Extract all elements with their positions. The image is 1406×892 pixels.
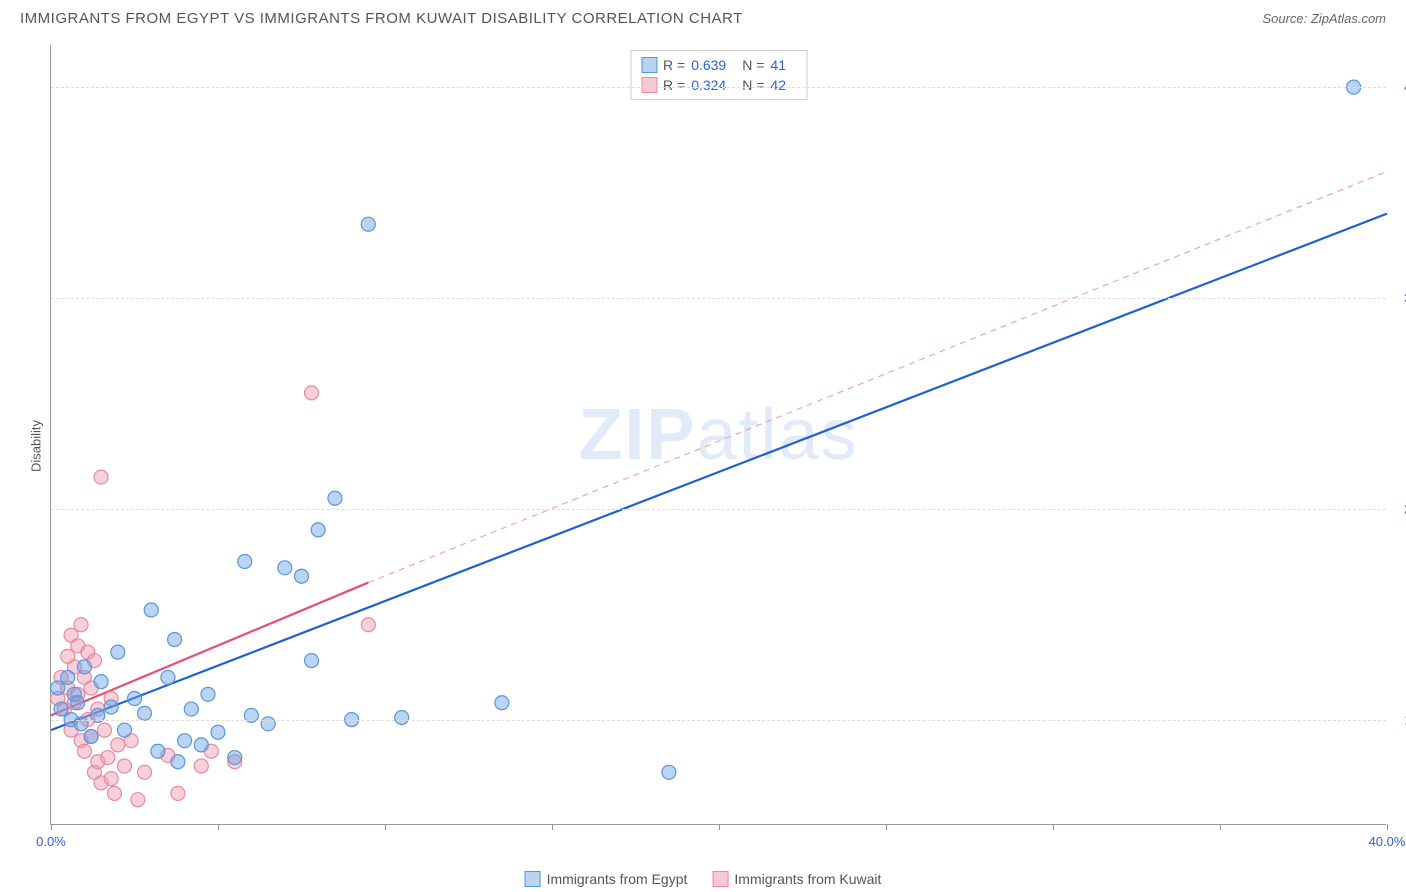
x-tick <box>1387 824 1388 830</box>
x-tick <box>552 824 553 830</box>
scatter-svg <box>51 45 1386 824</box>
plot-area: ZIPatlas R = 0.639N = 41R = 0.324N = 42 … <box>50 45 1386 825</box>
legend-n-value: 42 <box>770 77 786 93</box>
x-tick <box>51 824 52 830</box>
x-tick-label: 40.0% <box>1369 834 1406 849</box>
legend-swatch <box>525 871 541 887</box>
y-axis-label: Disability <box>29 420 44 472</box>
gridline <box>51 87 1386 88</box>
legend-series-name: Immigrants from Egypt <box>547 871 688 887</box>
legend-swatch <box>641 77 657 93</box>
legend-series-item: Immigrants from Kuwait <box>712 871 881 887</box>
source-attribution: Source: ZipAtlas.com <box>1262 11 1386 26</box>
legend-r-value: 0.639 <box>691 57 726 73</box>
legend-n-label: N = <box>742 77 764 93</box>
stats-legend: R = 0.639 N = 41 R = 0.324 N = 42 <box>630 50 807 100</box>
legend-series-name: Immigrants from Kuwait <box>734 871 881 887</box>
gridline <box>51 720 1386 721</box>
legend-series-item: Immigrants from Egypt <box>525 871 688 887</box>
x-tick <box>218 824 219 830</box>
x-tick-label: 0.0% <box>36 834 66 849</box>
x-tick <box>1053 824 1054 830</box>
chart-title: IMMIGRANTS FROM EGYPT VS IMMIGRANTS FROM… <box>20 10 743 27</box>
legend-stats-row: R = 0.324 N = 42 <box>641 75 796 95</box>
gridline <box>51 509 1386 510</box>
legend-n-label: N = <box>742 57 764 73</box>
legend-n-value: 41 <box>770 57 786 73</box>
legend-swatch <box>641 57 657 73</box>
x-tick <box>1220 824 1221 830</box>
gridline <box>51 298 1386 299</box>
x-tick <box>886 824 887 830</box>
legend-swatch <box>712 871 728 887</box>
legend-r-label: R = <box>663 57 685 73</box>
legend-r-label: R = <box>663 77 685 93</box>
x-tick <box>385 824 386 830</box>
series-legend: Immigrants from Egypt Immigrants from Kuw… <box>525 871 882 887</box>
legend-stats-row: R = 0.639 N = 41 <box>641 55 796 75</box>
x-tick <box>719 824 720 830</box>
legend-r-value: 0.324 <box>691 77 726 93</box>
chart-header: IMMIGRANTS FROM EGYPT VS IMMIGRANTS FROM… <box>0 0 1406 32</box>
